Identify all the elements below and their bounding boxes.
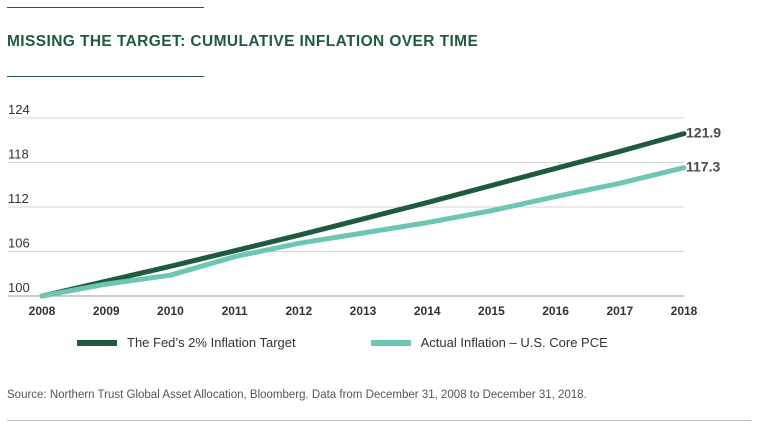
- x-tick-label: 2018: [671, 304, 698, 318]
- x-tick-label: 2016: [542, 304, 569, 318]
- x-tick-label: 2011: [222, 304, 248, 318]
- x-tick-label: 2015: [478, 304, 505, 318]
- legend-swatch-actual: [370, 339, 411, 346]
- y-tick-label: 124: [8, 102, 30, 117]
- top-rule: [7, 7, 204, 8]
- title-underline-rule: [7, 76, 204, 77]
- legend-swatch-target: [77, 339, 117, 346]
- end-label-layer: 121.9 117.3: [686, 125, 721, 175]
- x-tick-label: 2010: [157, 304, 184, 318]
- x-tick-label: 2013: [350, 304, 377, 318]
- y-tick-label: 112: [8, 191, 29, 206]
- y-tick-label: 100: [8, 280, 30, 295]
- legend-label-target: The Fed’s 2% Inflation Target: [127, 335, 296, 350]
- end-value-label-0: 121.9: [686, 125, 721, 141]
- line-chart: 100 106 112 118 124 2008 2009 2010 2011 2012 2013 2…: [8, 102, 721, 318]
- grid-layer: [8, 117, 684, 297]
- x-tick-label: 2017: [606, 304, 633, 318]
- chart-title: MISSING THE TARGET: CUMULATIVE INFLATION…: [7, 33, 479, 50]
- legend-item-actual: Actual Inflation – U.S. Core PCE: [370, 335, 608, 350]
- source-note: Source: Northern Trust Global Asset Allo…: [7, 389, 587, 401]
- legend-item-target: The Fed’s 2% Inflation Target: [77, 335, 296, 350]
- y-tick-label: 106: [8, 236, 30, 251]
- x-tick-label: 2008: [29, 304, 56, 318]
- y-tick-label: 118: [8, 147, 29, 162]
- series-layer: [39, 131, 687, 299]
- x-tick-label: 2009: [93, 304, 120, 318]
- end-value-label-1: 117.3: [686, 159, 720, 175]
- x-tick-label: 2012: [285, 304, 312, 318]
- series-line-0: [39, 131, 687, 299]
- series-line-1: [39, 165, 687, 299]
- bottom-rule: [7, 420, 751, 421]
- legend: The Fed’s 2% Inflation Target Actual Inf…: [77, 335, 683, 350]
- legend-label-actual: Actual Inflation – U.S. Core PCE: [420, 335, 608, 350]
- axis-layer: 100 106 112 118 124 2008 2009 2010 2011 2012 2013 2…: [8, 102, 698, 318]
- x-tick-label: 2014: [414, 304, 441, 318]
